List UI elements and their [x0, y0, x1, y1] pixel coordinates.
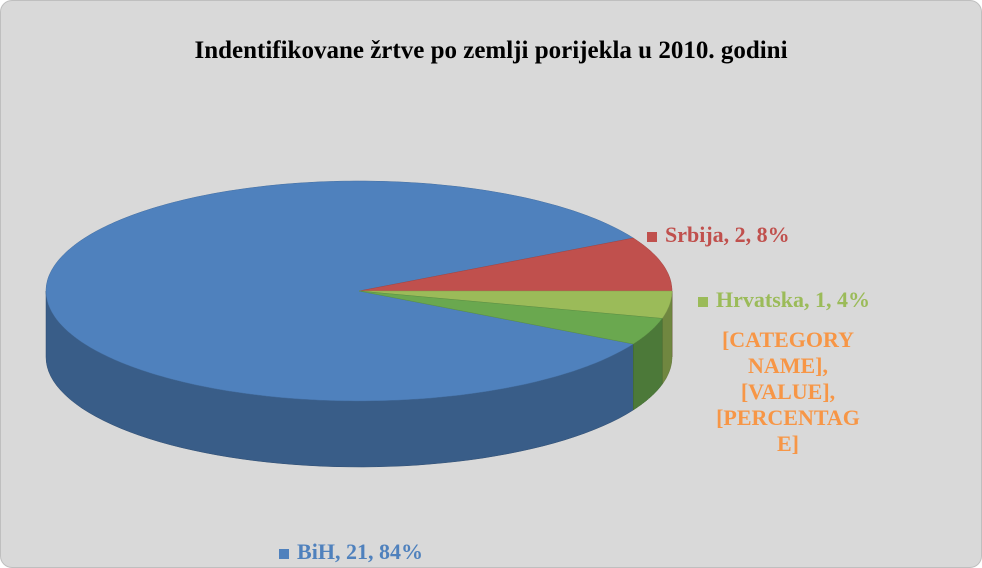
- legend-key: [647, 232, 657, 242]
- data-label: Srbija, 2, 8%: [647, 222, 867, 248]
- pie-tops: [45, 180, 673, 402]
- data-label: BiH, 21, 84%: [251, 539, 451, 565]
- data-label-text: [CATEGORY NAME], [VALUE], [PERCENTAGE]: [716, 327, 860, 456]
- pie-sides: [45, 290, 673, 468]
- legend-key: [279, 549, 290, 559]
- slice: [358, 290, 663, 345]
- chart-title: Indentifikovane žrtve po zemlji porijekl…: [194, 37, 788, 64]
- data-label: [CATEGORY NAME], [VALUE], [PERCENTAGE]: [709, 327, 867, 457]
- data-label-text: Hrvatska, 1, 4%: [716, 287, 870, 312]
- data-label-text: Srbija, 2, 8%: [665, 222, 790, 247]
- data-label-text: BiH, 21, 84%: [297, 539, 423, 564]
- legend-key: [698, 297, 708, 307]
- data-label: Hrvatska, 1, 4%: [698, 287, 878, 313]
- slice: [358, 237, 673, 292]
- slice: [45, 180, 634, 402]
